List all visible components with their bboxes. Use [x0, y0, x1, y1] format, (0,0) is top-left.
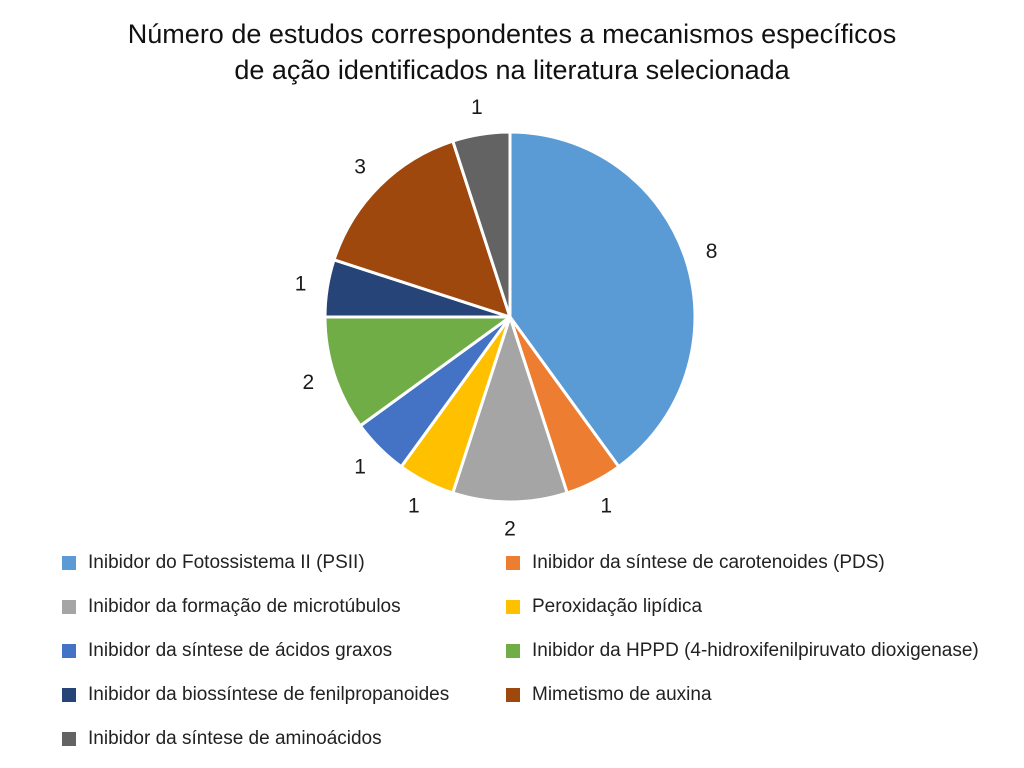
legend-swatch	[506, 600, 520, 614]
data-label-7: 1	[295, 272, 307, 295]
chart-title: Número de estudos correspondentes a meca…	[0, 16, 1024, 88]
legend-label: Inibidor da síntese de carotenoides (PDS…	[532, 552, 885, 573]
legend-label: Inibidor da síntese de ácidos graxos	[88, 640, 393, 661]
pie-slice-3	[451, 315, 569, 504]
legend-label: Inibidor da biossíntese de fenilpropanoi…	[88, 684, 450, 705]
legend-swatch	[506, 556, 520, 570]
legend-item-9: Inibidor da síntese de aminoácidos	[62, 728, 382, 750]
chart-title-line-1: Número de estudos correspondentes a meca…	[127, 19, 897, 49]
data-label-3: 2	[504, 518, 516, 541]
legend-label: Inibidor da síntese de aminoácidos	[88, 728, 382, 749]
legend-swatch	[506, 688, 520, 702]
legend-item-5: Inibidor da síntese de ácidos graxos	[62, 640, 392, 662]
legend-swatch	[62, 600, 76, 614]
legend-label: Inibidor do Fotossistema II (PSII)	[88, 552, 365, 573]
legend-label: Peroxidação lipídica	[532, 596, 703, 617]
data-label-6: 2	[303, 371, 315, 394]
data-label-5: 1	[354, 455, 366, 478]
legend-swatch	[62, 688, 76, 702]
legend-item-6: Inibidor da HPPD (4-hidroxifenilpiruvato…	[506, 640, 979, 662]
legend-item-7: Inibidor da biossíntese de fenilpropanoi…	[62, 684, 449, 706]
data-label-8: 3	[354, 156, 366, 179]
legend-swatch	[506, 644, 520, 658]
legend-item-3: Inibidor da formação de microtúbulos	[62, 596, 401, 618]
pie-slice-1	[508, 130, 697, 469]
legend-swatch	[62, 556, 76, 570]
legend-swatch	[62, 732, 76, 746]
legend-item-2: Inibidor da síntese de carotenoides (PDS…	[506, 552, 885, 574]
legend-label: Mimetismo de auxina	[532, 684, 712, 705]
legend-item-4: Peroxidação lipídica	[506, 596, 702, 618]
data-label-1: 8	[706, 240, 718, 263]
legend-label: Inibidor da formação de microtúbulos	[88, 596, 401, 617]
pie-slice-6	[323, 315, 512, 428]
data-label-9: 1	[471, 96, 483, 119]
data-label-4: 1	[408, 494, 420, 517]
data-label-2: 1	[600, 494, 612, 517]
legend-label: Inibidor da HPPD (4-hidroxifenilpiruvato…	[532, 640, 979, 661]
chart-title-line-2: de ação identificados na literatura sele…	[234, 55, 790, 85]
legend-item-8: Mimetismo de auxina	[506, 684, 712, 706]
legend-item-1: Inibidor do Fotossistema II (PSII)	[62, 552, 365, 574]
legend-swatch	[62, 644, 76, 658]
pie-chart: 8 1 2 1 1 2 1 3 1	[295, 96, 718, 541]
pie-slice-9	[451, 130, 512, 319]
